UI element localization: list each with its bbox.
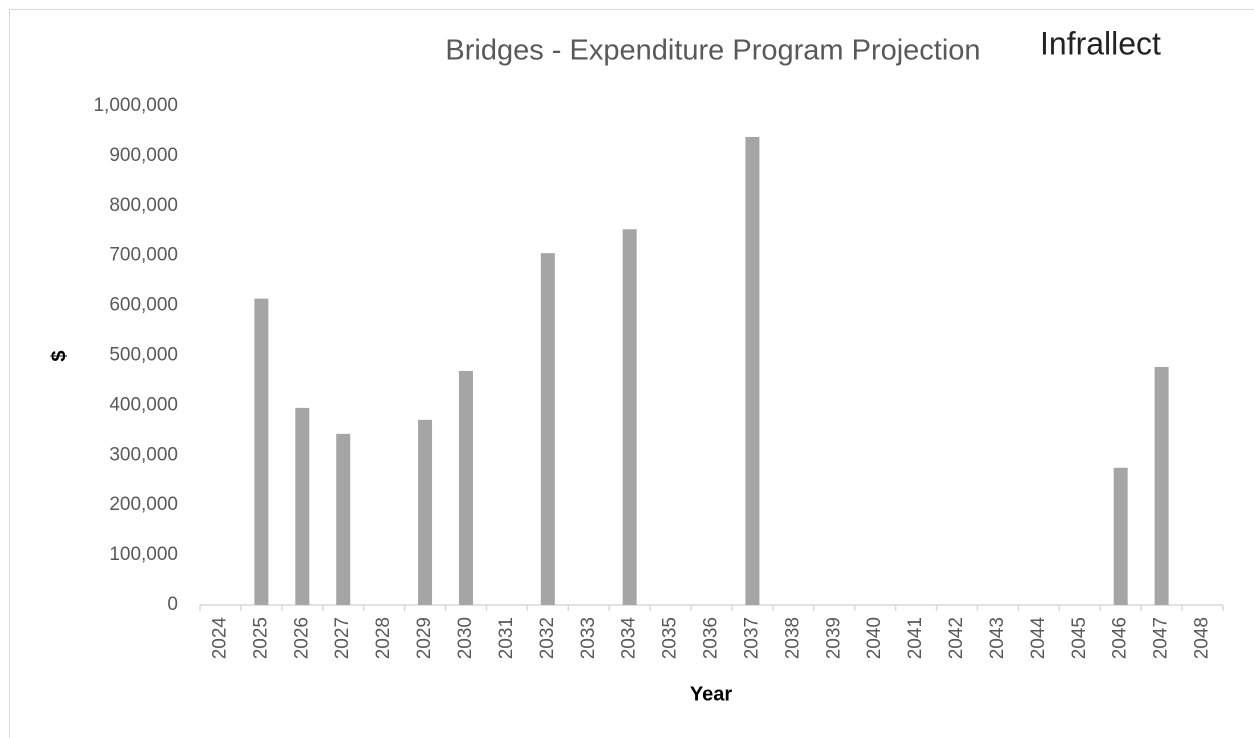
x-tick-label: 2039 [823,617,844,659]
x-tick-label: 2030 [455,617,476,659]
x-tick-label: 2029 [414,617,435,659]
x-tick-label: 2040 [864,617,885,659]
bar [336,433,351,605]
y-tick-label: 800,000 [109,195,178,216]
x-tick-label: 2037 [741,617,762,659]
x-tick-label: 2025 [250,617,271,659]
x-tick-label: 2033 [578,617,599,659]
x-tick-label: 2036 [701,617,722,659]
x-tick-label: 2041 [905,617,926,659]
x-tick-label: 2043 [987,617,1008,659]
x-tick-label: 2044 [1028,617,1049,660]
y-tick-label: 400,000 [109,394,178,415]
x-tick-label: 2026 [291,617,312,659]
bar [1113,467,1128,605]
x-tick-label: 2034 [619,617,640,660]
bar [745,136,760,606]
y-tick-label: 1,000,000 [93,95,178,116]
chart-title: Bridges - Expenditure Program Projection [445,35,980,67]
x-tick-label: 2042 [946,617,967,659]
bar [418,419,433,605]
y-tick-label: 500,000 [109,345,178,366]
y-tick-label: 200,000 [109,494,178,515]
y-tick-label: 100,000 [109,544,178,565]
x-axis-title: Year [690,683,732,705]
bar [622,229,637,606]
x-tick-label: 2035 [660,617,681,659]
x-tick-label: 2048 [1192,617,1213,659]
chart-frame [9,9,1254,738]
x-tick-label: 2038 [782,617,803,659]
bar [254,298,269,605]
y-tick-label: 300,000 [109,444,178,465]
x-tick-label: 2045 [1069,617,1090,659]
x-tick-label: 2027 [332,617,353,659]
bar [295,407,310,605]
x-tick-label: 2032 [537,617,558,659]
logo: Infrallect [1040,25,1161,61]
x-tick-label: 2024 [209,617,230,660]
y-tick-label: 900,000 [109,145,178,166]
x-tick-label: 2028 [373,617,394,659]
x-tick-label: 2047 [1151,617,1172,659]
y-tick-label: 0 [167,594,178,615]
y-tick-label: 700,000 [109,245,178,266]
bar [1154,366,1169,605]
bar [458,370,473,605]
x-tick-label: 2046 [1110,617,1131,659]
x-tick-label: 2031 [496,617,517,659]
y-axis-title: $ [48,350,70,361]
bar [540,253,555,605]
y-tick-label: 600,000 [109,295,178,316]
